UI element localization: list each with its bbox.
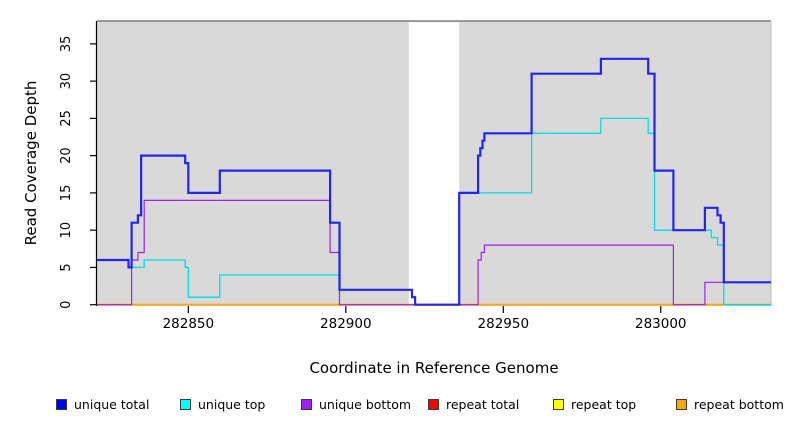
series-line-unique-bottom [97, 199, 771, 306]
legend-item-label: unique bottom [319, 397, 412, 412]
masked-region [408, 22, 460, 307]
legend-item-unique-top: unique top [180, 397, 265, 412]
unique-top-swatch-icon [180, 399, 191, 410]
unique-total-swatch-icon [56, 399, 67, 410]
y-tick-label: 10 [59, 222, 74, 239]
legend-item-repeat-top: repeat top [553, 397, 636, 412]
repeat-bottom-swatch-icon [676, 399, 687, 410]
repeat-total-swatch-icon [428, 399, 439, 410]
x-axis-title: Coordinate in Reference Genome [309, 359, 558, 377]
unique-bottom-swatch-icon [301, 399, 312, 410]
plot-background-group [97, 20, 772, 307]
legend-item-label: repeat total [446, 397, 520, 412]
y-tick-label: 30 [59, 73, 74, 90]
coverage-chart: 0 5 10 15 20 25 30 35 282850 282900 282950 283000 R… [22, 20, 772, 377]
x-tick-label: 283000 [635, 316, 687, 332]
legend-item-label: repeat top [571, 397, 637, 412]
legend-item-unique-total: unique total [56, 397, 149, 412]
series-group [97, 57, 771, 306]
legend-item-repeat-bottom: repeat bottom [676, 397, 784, 412]
repeat-top-swatch-icon [553, 399, 564, 410]
y-axis-title: Read Coverage Depth [22, 81, 40, 246]
series-line-unique-total [97, 57, 771, 306]
legend-item-label: repeat bottom [694, 397, 784, 412]
x-tick-label: 282950 [478, 316, 530, 332]
y-tick-label: 0 [59, 301, 74, 309]
legend-item-repeat-total: repeat total [428, 397, 519, 412]
x-tick-label: 282900 [320, 316, 372, 332]
legend-item-label: unique top [198, 397, 266, 412]
y-tick-label: 20 [59, 147, 74, 164]
legend-item-label: unique total [74, 397, 150, 412]
y-tick-label: 5 [59, 263, 74, 271]
legend-item-unique-bottom: unique bottom [301, 397, 411, 412]
legend: unique total unique top unique bottom re… [0, 397, 792, 419]
x-tick-label: 282850 [163, 316, 215, 332]
y-tick-label: 35 [59, 36, 74, 53]
y-tick-label: 15 [59, 185, 74, 202]
axes-group: 0 5 10 15 20 25 30 35 282850 282900 282950 283000 [59, 21, 687, 332]
y-tick-label: 25 [59, 110, 74, 127]
